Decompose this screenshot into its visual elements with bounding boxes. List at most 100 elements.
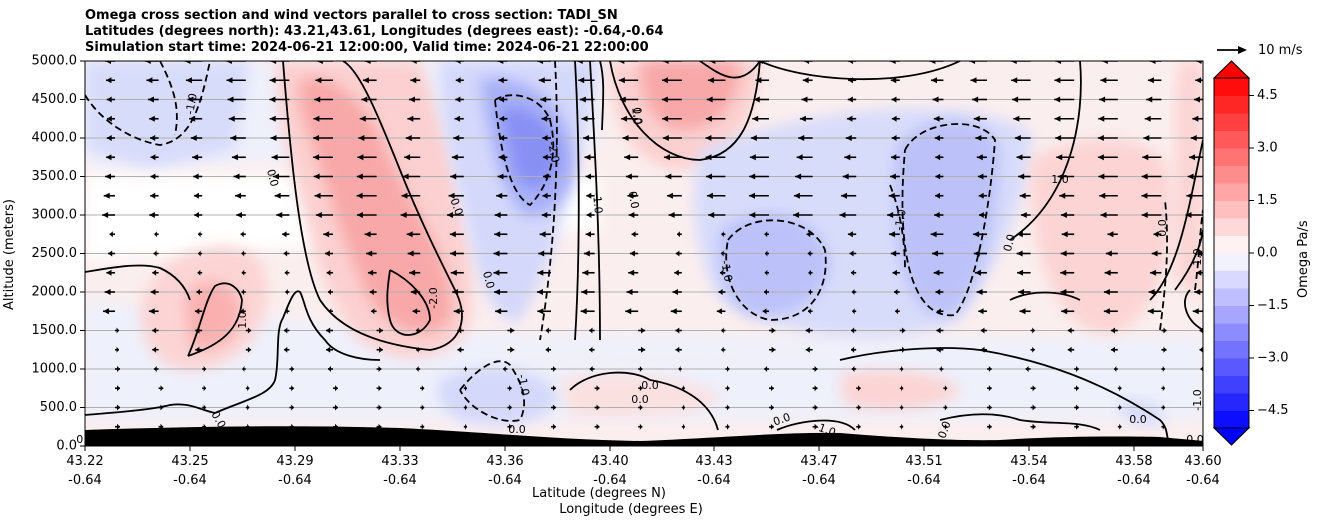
wind-arrow: [793, 212, 813, 218]
wind-arrow: [675, 250, 682, 257]
wind-arrow: [583, 250, 595, 257]
wind-arrow: [1101, 61, 1118, 64]
contour-label: 1.0: [236, 311, 249, 329]
wind-arrow: [1061, 231, 1075, 238]
wind-arrow: [326, 327, 333, 334]
wind-arrow: [1114, 366, 1118, 372]
field-region: [438, 368, 560, 425]
wind-arrow: [1196, 269, 1203, 276]
wind-arrow: [581, 289, 595, 295]
colorbar-level: [1214, 200, 1249, 219]
wind-arrow: [618, 61, 639, 64]
wind-arrow: [705, 154, 726, 161]
wind-arrow: [665, 173, 682, 180]
wind-arrow: [158, 385, 164, 392]
wind-arrow: [755, 77, 769, 84]
field-region: [1175, 61, 1203, 300]
wind-arrow: [314, 192, 333, 199]
wind-arrow: [586, 212, 595, 218]
wind-arrow: [619, 96, 639, 103]
terrain: [85, 426, 1203, 446]
x-tick-label-lat: 43.58: [1115, 454, 1152, 469]
wind-arrow: [980, 346, 987, 353]
wind-arrow: [1194, 289, 1203, 295]
wind-arrow: [1074, 423, 1079, 430]
wind-arrow: [314, 96, 333, 103]
colorbar-level: [1214, 78, 1249, 96]
wind-arrow: [407, 250, 421, 257]
wind-arrow: [115, 404, 120, 411]
wind-arrow: [978, 308, 987, 315]
wind-arrow: [189, 115, 203, 122]
wind-arrow: [812, 404, 818, 411]
field-region: [1030, 138, 1173, 335]
wind-arrow: [282, 231, 290, 238]
contour-label: 1.0: [629, 107, 643, 126]
wind-arrow: [376, 366, 382, 372]
wind-arrow: [888, 192, 900, 199]
wind-arrow: [750, 135, 769, 141]
wind-arrow: [1151, 250, 1162, 257]
wind-arrow: [812, 423, 818, 430]
wind-arrow: [1060, 212, 1075, 218]
wind-arrow: [594, 404, 600, 411]
wind-arrow: [672, 289, 682, 295]
wind-arrow: [152, 269, 159, 276]
colorbar-tick-label: −4.5: [1257, 403, 1289, 418]
wind-arrow: [638, 423, 643, 430]
x-tick-label-lon: -0.64: [173, 473, 207, 488]
wind-arrow: [1195, 77, 1203, 84]
wind-arrow: [269, 115, 290, 122]
colorbar-level: [1214, 270, 1249, 289]
wind-arrow: [537, 269, 551, 276]
wind-arrow: [236, 212, 246, 218]
chart-title: Omega cross section and wind vectors par…: [85, 8, 664, 56]
wind-arrow: [638, 404, 643, 411]
contour-dashed: [459, 360, 525, 422]
wind-arrow: [806, 231, 813, 238]
wind-arrow: [1030, 346, 1035, 353]
wind-arrow: [327, 289, 333, 295]
y-axis-label: Altitude (meters): [2, 199, 17, 310]
wind-arrow: [937, 308, 944, 315]
contour-solid: [1009, 291, 1081, 301]
wind-arrow: [807, 308, 813, 315]
wind-arrow: [894, 289, 900, 295]
contour-label: 0.0: [447, 196, 465, 217]
wind-arrow: [285, 308, 290, 315]
wind-arrow: [678, 366, 682, 372]
wind-arrow: [1143, 135, 1162, 141]
wind-arrow: [499, 135, 508, 141]
wind-arrow: [890, 77, 900, 84]
contour-dashed: [1194, 209, 1203, 291]
wind-arrow: [709, 61, 726, 64]
x-tick-label-lon: -0.64: [802, 473, 836, 488]
wind-arrow: [1205, 405, 1210, 411]
wind-arrow: [503, 366, 508, 372]
wind-arrow: [706, 192, 726, 199]
wind-arrow: [719, 269, 726, 276]
wind-arrow: [1193, 96, 1203, 103]
wind-arrow: [366, 250, 377, 257]
wind-arrow: [589, 366, 595, 372]
wind-arrow: [198, 250, 203, 257]
wind-arrow: [454, 115, 464, 122]
wind-arrow: [1197, 250, 1203, 257]
wind-arrow: [551, 385, 556, 392]
wind-arrow: [720, 250, 726, 257]
wind-arrow: [1067, 346, 1075, 353]
contour-label: 0.0: [1186, 433, 1204, 446]
wind-arrow: [409, 269, 421, 276]
wind-arrow: [495, 308, 508, 315]
contour-solid: [599, 61, 605, 131]
wind-arrow: [718, 289, 726, 295]
wind-arrow: [589, 327, 595, 334]
wind-arrow: [721, 327, 726, 334]
wind-arrow: [769, 346, 776, 353]
wind-arrow: [987, 385, 992, 392]
wind-arrow: [974, 269, 987, 276]
wind-arrow: [1030, 385, 1036, 392]
wind-arrow: [663, 154, 682, 161]
wind-arrow: [1074, 385, 1079, 392]
wind-arrow: [1099, 96, 1118, 103]
